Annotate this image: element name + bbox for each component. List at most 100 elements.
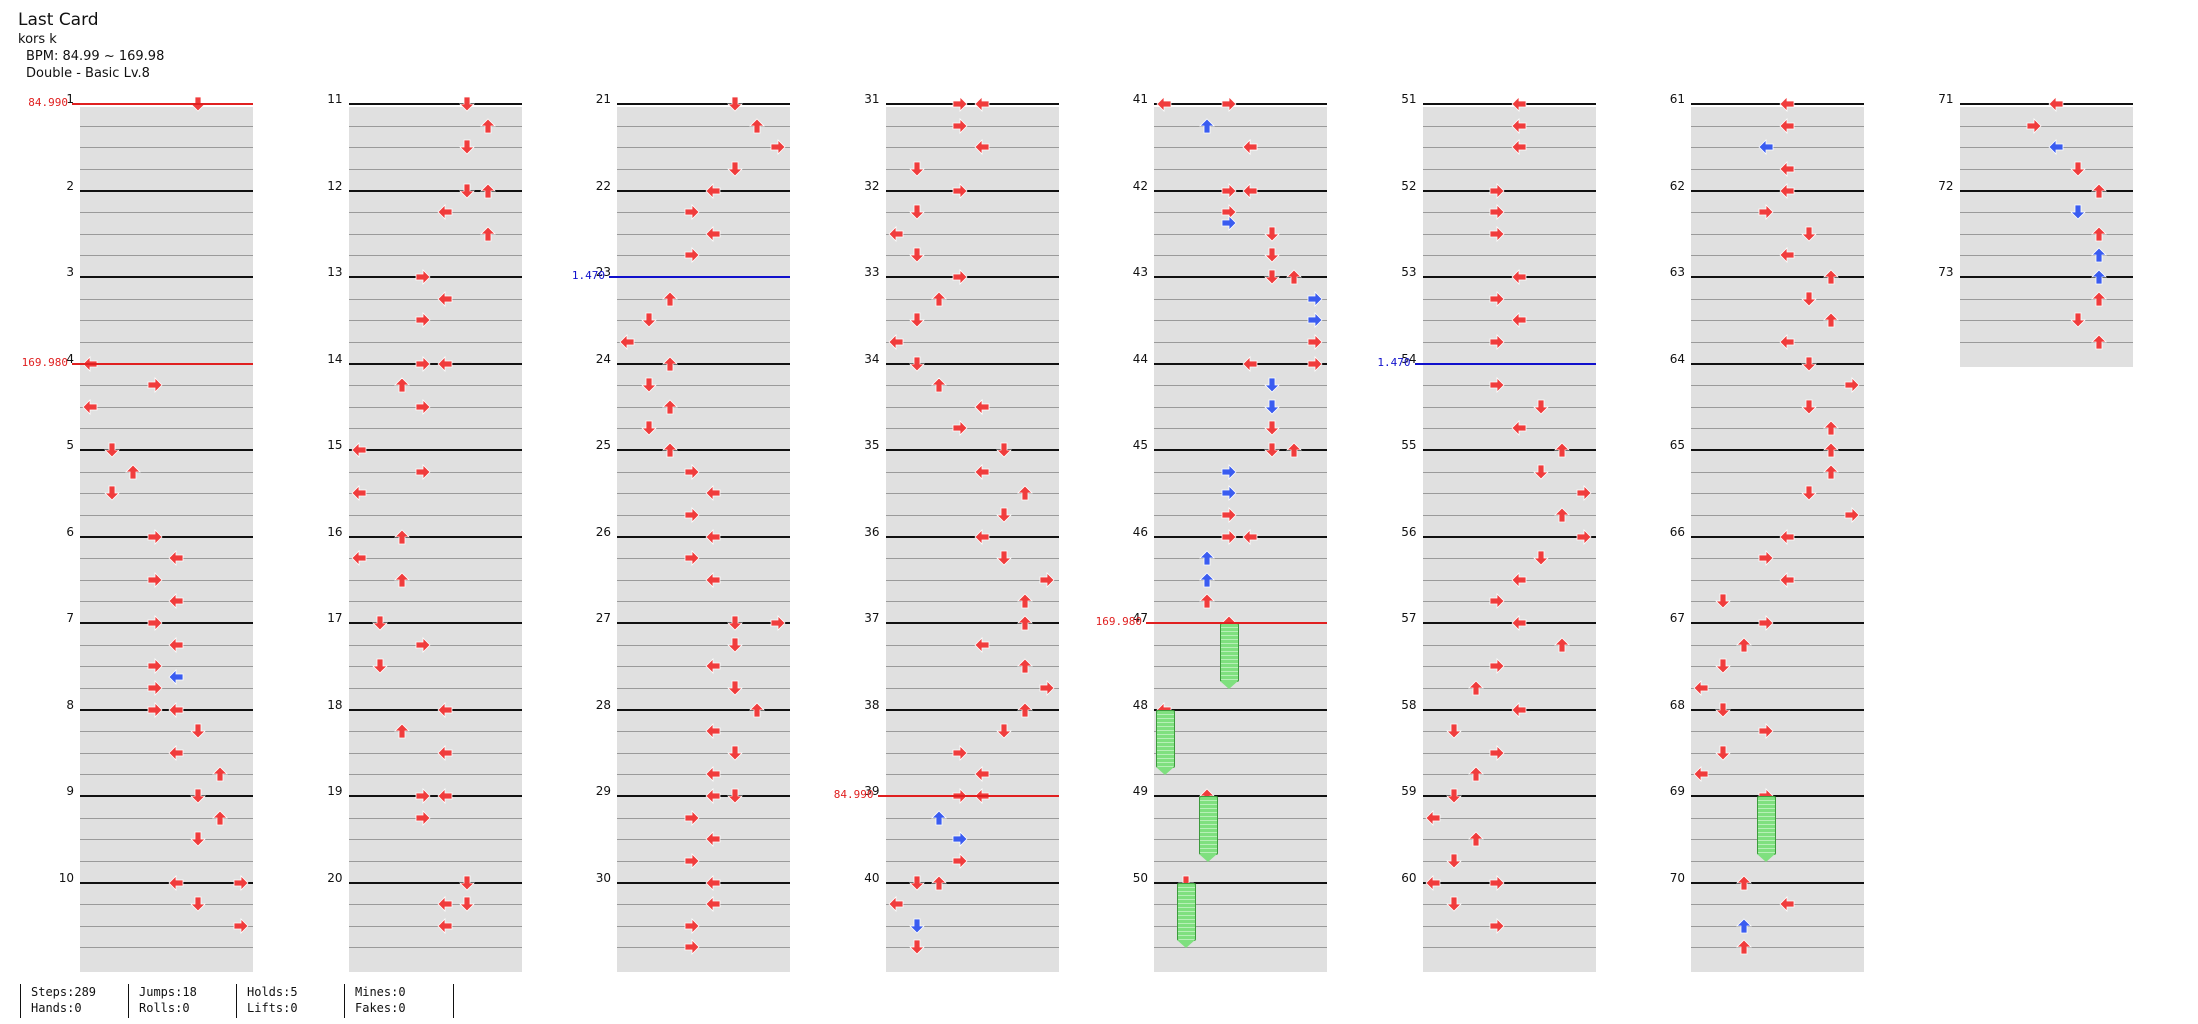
beat-band <box>885 647 1059 670</box>
beat-line <box>80 579 253 581</box>
beat-band <box>885 561 1059 584</box>
beat-band <box>80 171 253 194</box>
beat-line <box>1422 212 1596 214</box>
beat-line <box>617 601 790 603</box>
measure-number: 22 <box>595 178 611 193</box>
beat-line <box>80 255 253 257</box>
beat-band <box>80 193 253 216</box>
beat-band <box>1422 820 1596 843</box>
red-left-arrow-icon <box>1779 96 1795 112</box>
beat-band <box>617 128 790 151</box>
beat-band <box>1691 517 1864 540</box>
beat-band <box>1422 799 1596 821</box>
beat-band <box>348 539 522 562</box>
beat-band <box>1959 150 2133 173</box>
beat-band <box>80 366 253 389</box>
beat-band <box>1422 517 1596 540</box>
red-down-arrow-icon <box>1264 269 1280 285</box>
beat-band <box>885 690 1059 713</box>
measure-number: 61 <box>1669 92 1685 106</box>
red-left-arrow-icon <box>1511 312 1527 329</box>
beat-band <box>80 215 253 238</box>
measure-number: 12 <box>327 178 343 193</box>
beat-band <box>80 453 253 475</box>
beat-band <box>1691 842 1864 865</box>
measure-number: 48 <box>1132 697 1148 712</box>
beat-line <box>885 904 1059 906</box>
beat-band <box>80 734 253 757</box>
red-down-arrow-icon <box>995 442 1012 458</box>
beat-line <box>1422 147 1596 149</box>
beat-line <box>1691 601 1864 603</box>
beat-line <box>80 925 253 927</box>
beat-band <box>1959 280 2133 302</box>
measure-number: 52 <box>1401 178 1417 193</box>
blue-right-arrow-icon <box>952 831 968 848</box>
red-left-arrow-icon <box>974 96 990 112</box>
beat-band <box>80 280 253 302</box>
blue-up-arrow-icon <box>1199 118 1216 134</box>
beat-line <box>348 925 522 927</box>
beat-band <box>1691 171 1864 194</box>
red-up-arrow-icon <box>662 355 679 372</box>
beat-band <box>1154 799 1327 821</box>
beat-line <box>80 385 253 387</box>
red-up-arrow-icon <box>1736 874 1753 891</box>
measure-number: 28 <box>595 697 611 712</box>
beat-band <box>1959 258 2133 281</box>
measure-number: 56 <box>1401 524 1417 539</box>
beat-band <box>1422 409 1596 432</box>
measure-line <box>1154 795 1327 797</box>
red-down-arrow-icon <box>909 247 926 263</box>
beat-line <box>1691 839 1864 841</box>
beat-band <box>617 604 790 627</box>
beat-band <box>1154 647 1327 670</box>
bpm-change-label: 169.980 <box>1095 615 1142 628</box>
red-right-arrow-icon <box>1221 528 1237 545</box>
measure-number: 44 <box>1132 351 1148 366</box>
stats-steps: Steps:289 Hands:0 <box>20 984 96 1018</box>
beat-line <box>80 731 253 733</box>
beat-line <box>1422 752 1596 754</box>
beat-line <box>1154 428 1327 430</box>
beat-line <box>1422 320 1596 322</box>
beat-band <box>80 842 253 865</box>
red-left-arrow-icon <box>1779 333 1795 350</box>
beat-line <box>348 385 522 387</box>
beat-band <box>1154 301 1327 324</box>
red-right-arrow-icon <box>1221 506 1237 523</box>
measure-number: 19 <box>327 784 343 798</box>
beat-band <box>885 712 1059 735</box>
beat-line <box>1691 731 1864 733</box>
beat-line <box>348 406 522 408</box>
beat-band <box>80 539 253 562</box>
measure-number: 11 <box>327 92 343 106</box>
stat-hands: Hands:0 <box>31 1001 82 1015</box>
red-left-arrow-icon <box>1693 679 1709 696</box>
beat-band <box>885 453 1059 475</box>
red-left-arrow-icon <box>1511 571 1527 588</box>
measure-line <box>348 622 522 624</box>
measure-number: 35 <box>864 438 880 452</box>
bpm-change-line <box>72 103 253 105</box>
beat-band <box>1154 388 1327 411</box>
beat-band <box>348 799 522 821</box>
beat-band <box>1422 539 1596 562</box>
beat-line <box>348 558 522 560</box>
beat-band <box>1422 366 1596 389</box>
beat-line <box>1691 904 1864 906</box>
beat-line <box>885 558 1059 560</box>
beat-band <box>1422 907 1596 930</box>
beat-band <box>80 258 253 281</box>
beat-band <box>885 907 1059 930</box>
red-right-arrow-icon <box>147 377 163 394</box>
red-up-arrow-icon <box>748 701 765 718</box>
beat-band <box>80 799 253 821</box>
stats-divider <box>453 984 454 1018</box>
beat-band <box>1691 799 1864 821</box>
red-down-arrow-icon <box>1446 723 1463 739</box>
beat-line <box>885 471 1059 473</box>
beat-line <box>1959 255 2133 257</box>
red-left-arrow-icon <box>887 225 904 242</box>
beat-line <box>885 341 1059 343</box>
